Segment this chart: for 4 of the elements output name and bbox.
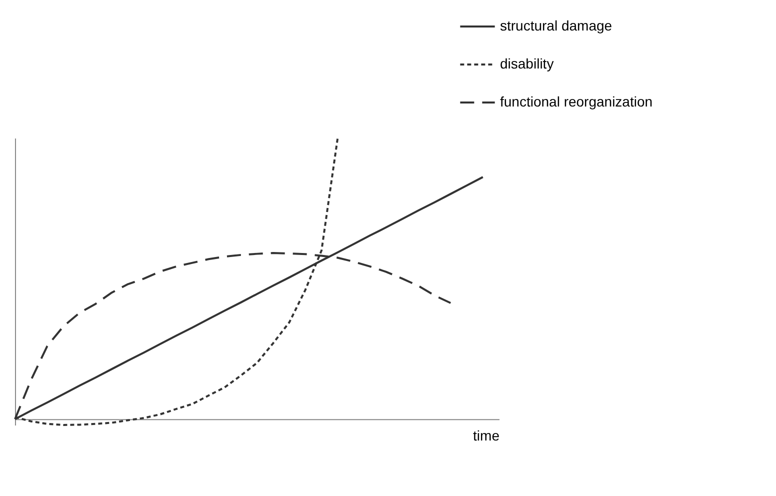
legend-label: structural damage: [500, 18, 612, 34]
legend-label: functional reorganization: [500, 94, 653, 110]
legend-label: disability: [500, 56, 554, 72]
x-axis-title: time: [473, 428, 500, 444]
